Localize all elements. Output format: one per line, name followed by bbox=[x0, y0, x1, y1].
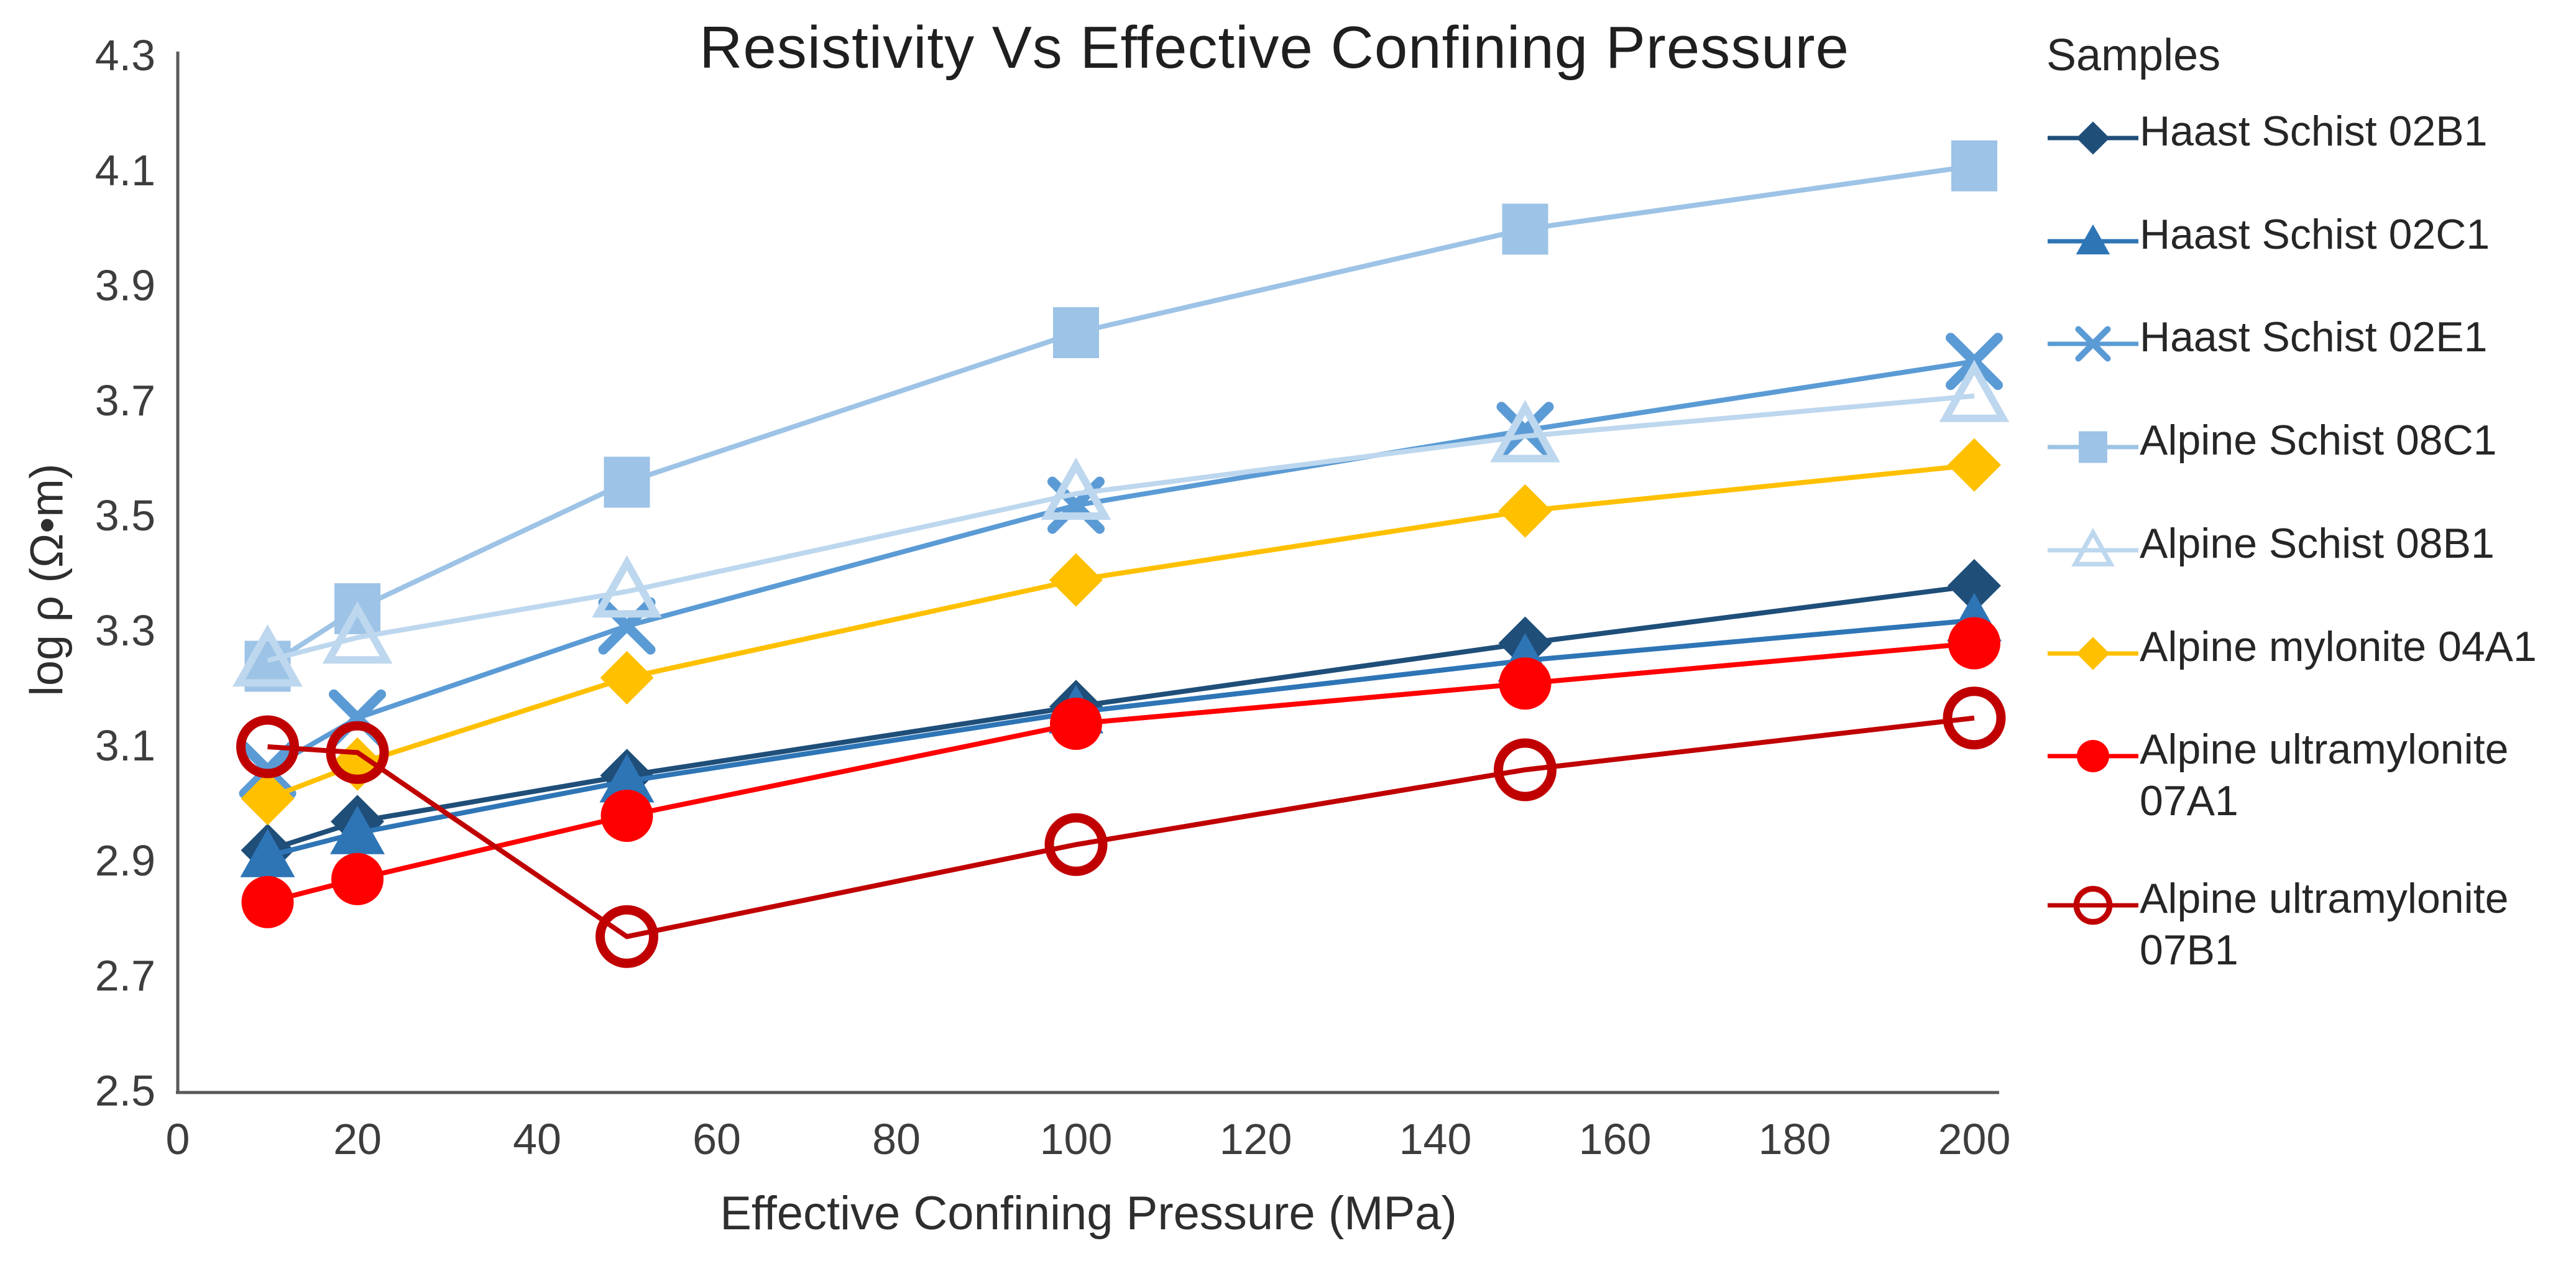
triangle-open-legend-marker-icon bbox=[2048, 527, 2138, 566]
data-point-marker bbox=[236, 715, 299, 778]
data-point-marker bbox=[1948, 617, 2000, 670]
y-tick-label: 3.5 bbox=[94, 491, 155, 540]
x-tick-label: 40 bbox=[513, 1115, 561, 1163]
legend-item-label: Alpine mylonite 04A1 bbox=[2140, 622, 2537, 670]
data-point-marker bbox=[1050, 698, 1102, 750]
y-tick-label: 4.1 bbox=[94, 146, 155, 195]
data-point-marker bbox=[331, 852, 384, 905]
data-point-marker bbox=[2079, 431, 2107, 463]
data-point-marker bbox=[1948, 438, 2001, 492]
y-tick-label: 4.3 bbox=[94, 31, 155, 80]
y-tick-label: 3.3 bbox=[94, 606, 155, 655]
data-point-marker bbox=[2076, 121, 2110, 155]
data-point-marker bbox=[1502, 203, 1548, 255]
data-point-marker bbox=[1948, 559, 2001, 612]
data-point-marker bbox=[241, 772, 295, 826]
square-legend-marker-icon bbox=[2048, 431, 2138, 463]
data-point-marker bbox=[1494, 738, 1557, 801]
data-point-marker bbox=[1044, 813, 1108, 876]
data-point-marker bbox=[1499, 657, 1552, 710]
data-point-marker bbox=[1496, 402, 1554, 460]
y-tick-label: 2.7 bbox=[94, 951, 155, 1000]
legend-item-label: Alpine Schist 08B1 bbox=[2140, 519, 2495, 567]
x-tick-label: 20 bbox=[333, 1115, 382, 1163]
triangle-legend-marker-icon bbox=[2048, 224, 2138, 254]
legend-item: Haast Schist 02C1 bbox=[2046, 209, 2569, 266]
data-point-marker bbox=[592, 555, 662, 618]
data-point-marker bbox=[326, 721, 389, 784]
legend-item: Alpine ultramylonite 07B1 bbox=[2046, 873, 2569, 976]
x-tick-label: 140 bbox=[1399, 1115, 1472, 1163]
data-point-marker bbox=[2073, 885, 2113, 925]
y-tick-label: 2.5 bbox=[94, 1066, 155, 1115]
data-point-marker bbox=[240, 828, 295, 877]
y-tick-label: 3.1 bbox=[94, 721, 155, 770]
data-point-marker bbox=[599, 754, 655, 803]
series-line-7 bbox=[267, 715, 1975, 940]
data-point-marker bbox=[596, 905, 658, 968]
legend-item-label: Alpine ultramylonite 07B1 bbox=[2140, 875, 2509, 974]
x-tick-label: 100 bbox=[1039, 1115, 1113, 1163]
data-point-marker bbox=[2076, 224, 2110, 254]
chart-title: Resistivity Vs Effective Confining Press… bbox=[699, 14, 1849, 81]
legend-item: Alpine ultramylonite 07A1 bbox=[2046, 724, 2569, 827]
data-point-marker bbox=[1041, 457, 1111, 520]
series-line-3 bbox=[266, 163, 1975, 668]
data-point-marker bbox=[1939, 359, 2010, 422]
x-tick-label: 60 bbox=[692, 1115, 741, 1163]
diamond-legend-marker-icon bbox=[2048, 121, 2138, 155]
legend-item: Haast Schist 02E1 bbox=[2046, 312, 2569, 369]
diamond-legend-marker-icon bbox=[2048, 637, 2138, 670]
data-point-marker bbox=[600, 790, 653, 842]
circle-legend-marker-icon bbox=[2048, 740, 2138, 773]
data-point-marker bbox=[322, 601, 393, 664]
data-point-marker bbox=[1049, 553, 1103, 607]
x-tick-label: 160 bbox=[1578, 1115, 1652, 1163]
data-point-marker bbox=[2075, 326, 2111, 362]
x-tick-label: 80 bbox=[872, 1115, 921, 1163]
legend-item-label: Haast Schist 02B1 bbox=[2140, 108, 2488, 155]
data-point-marker bbox=[1053, 307, 1099, 358]
y-tick-label: 3.9 bbox=[94, 261, 155, 310]
x-legend-marker-icon bbox=[2048, 326, 2138, 362]
legend-item-label: Alpine ultramylonite 07A1 bbox=[2140, 726, 2509, 825]
x-tick-label: 180 bbox=[1758, 1115, 1831, 1163]
data-point-marker bbox=[241, 875, 294, 928]
data-point-marker bbox=[2071, 527, 2115, 566]
legend-item-list: Haast Schist 02B1 Haast Schist 02C1 Haast … bbox=[2046, 106, 2569, 976]
legend-item: Alpine Schist 08C1 bbox=[2046, 415, 2569, 472]
x-tick-label: 200 bbox=[1938, 1115, 2011, 1163]
legend-title: Samples bbox=[2046, 30, 2221, 80]
legend-item-label: Haast Schist 02C1 bbox=[2140, 210, 2490, 258]
data-point-marker bbox=[1951, 140, 1997, 192]
legend-item: Alpine Schist 08B1 bbox=[2046, 518, 2569, 575]
legend-item-label: Alpine Schist 08C1 bbox=[2140, 417, 2497, 464]
data-point-marker bbox=[604, 456, 650, 508]
x-tick-label: 0 bbox=[165, 1115, 190, 1163]
data-point-marker bbox=[1490, 400, 1560, 463]
series-line-1 bbox=[267, 617, 1975, 859]
data-point-marker bbox=[232, 624, 303, 687]
data-point-marker bbox=[330, 805, 385, 854]
y-tick-label: 3.7 bbox=[94, 376, 155, 425]
x-axis-title: Effective Confining Pressure (MPa) bbox=[720, 1187, 1457, 1240]
legend-item: Haast Schist 02B1 bbox=[2046, 106, 2569, 163]
legend-item-label: Haast Schist 02E1 bbox=[2140, 313, 2488, 361]
legend: Samples Haast Schist 02B1 Haast Schist 02… bbox=[2046, 30, 2569, 1025]
legend-item: Alpine mylonite 04A1 bbox=[2046, 621, 2569, 678]
data-point-marker bbox=[1943, 686, 2006, 750]
data-point-marker bbox=[2076, 740, 2110, 773]
x-tick-label: 120 bbox=[1219, 1115, 1292, 1163]
circle-open-legend-marker-icon bbox=[2048, 885, 2138, 925]
y-tick-label: 2.9 bbox=[94, 836, 155, 885]
data-point-marker bbox=[2076, 637, 2110, 670]
data-point-marker bbox=[1498, 484, 1552, 538]
data-point-marker bbox=[600, 651, 654, 704]
